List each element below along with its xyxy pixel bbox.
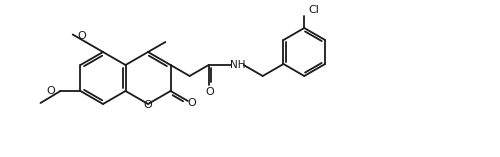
Text: NH: NH xyxy=(230,60,246,70)
Text: O: O xyxy=(78,31,86,41)
Text: O: O xyxy=(46,86,56,96)
Text: O: O xyxy=(188,98,196,108)
Text: O: O xyxy=(144,100,152,110)
Text: O: O xyxy=(206,87,214,97)
Text: Cl: Cl xyxy=(308,5,319,15)
